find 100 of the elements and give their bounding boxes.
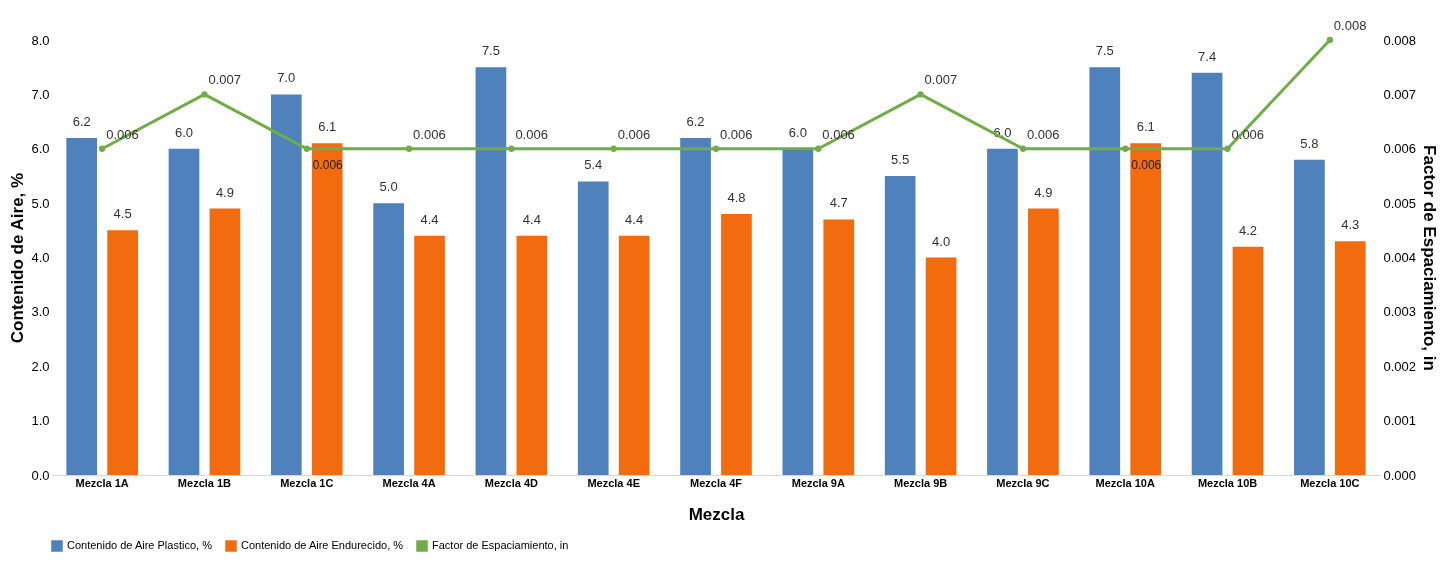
x-tick-label: Mezcla 4E	[587, 476, 640, 489]
legend-label: Factor de Espaciamiento, in	[432, 539, 569, 551]
x-tick-label: Mezcla 10A	[1095, 476, 1155, 489]
y-tick-label: 0.0	[31, 467, 50, 483]
bar	[1294, 159, 1325, 475]
point	[405, 145, 413, 152]
x-tick-label: Mezcla 4F	[690, 476, 743, 489]
point	[1224, 145, 1231, 152]
bar	[721, 214, 752, 475]
bar	[884, 175, 916, 475]
point	[610, 145, 617, 152]
x-tick-label: Mezcla 1B	[177, 476, 232, 489]
data-label: 7.0	[277, 70, 296, 86]
data-label: 4.9	[1034, 184, 1053, 200]
y-tick-label: 2.0	[31, 358, 50, 374]
data-label: 6.2	[686, 113, 705, 129]
x-tick-label: Mezcla 4D	[484, 476, 539, 489]
bar	[168, 148, 200, 475]
x-tick-label: Mezcla 10B	[1197, 476, 1258, 489]
data-label: 0.006	[515, 126, 548, 142]
point	[815, 145, 822, 152]
y2-tick-label: 0.000	[1383, 467, 1417, 483]
data-label: 4.4	[420, 211, 439, 227]
bar	[1028, 208, 1059, 475]
data-label: 6.1	[1136, 119, 1155, 135]
data-label: 6.1	[318, 119, 337, 135]
y-tick-label: 7.0	[31, 86, 50, 102]
point	[1019, 145, 1027, 152]
y-axis-title: Contenido de Aire, %	[8, 172, 28, 344]
y2-tick-label: 0.003	[1383, 304, 1417, 320]
data-label: 0.006	[312, 157, 344, 172]
y2-tick-label: 0.001	[1383, 413, 1417, 429]
y-tick-label: 4.0	[31, 250, 50, 265]
data-label: 4.2	[1238, 222, 1258, 238]
bar	[823, 219, 855, 475]
data-label: 5.5	[891, 151, 910, 167]
data-label: 0.007	[924, 72, 958, 88]
data-label: 0.006	[1131, 157, 1162, 172]
data-label: 7.4	[1198, 48, 1217, 64]
bar	[577, 181, 609, 475]
point	[201, 91, 208, 98]
point	[712, 145, 720, 152]
legend-label: Contenido de Aire Plastico, %	[67, 539, 213, 551]
y2-tick-label: 0.007	[1383, 86, 1417, 102]
y2-axis-title: Factor de Espaciamiento, in	[1420, 145, 1440, 371]
bar	[925, 257, 957, 475]
bar	[414, 235, 445, 475]
y2-tick-label: 0.002	[1383, 358, 1417, 374]
point	[303, 145, 310, 152]
data-label: 0.007	[208, 72, 242, 88]
x-tick-label: Mezcla 9B	[894, 476, 948, 489]
point	[917, 91, 924, 98]
legend-label: Contenido de Aire Endurecido, %	[241, 539, 404, 551]
bar	[311, 143, 343, 475]
y2-tick-label: 0.005	[1383, 195, 1417, 211]
data-label: 6.2	[72, 113, 91, 129]
data-label: 7.5	[481, 43, 500, 59]
bar	[516, 235, 548, 475]
point	[98, 145, 106, 152]
x-tick-label: Mezcla 9C	[996, 476, 1050, 489]
x-tick-label: Mezcla 1A	[75, 476, 129, 489]
data-label: 4.8	[727, 190, 746, 205]
bar	[782, 148, 814, 475]
point	[1326, 36, 1334, 44]
x-tick-label: Mezcla 4A	[382, 476, 436, 489]
bar	[107, 230, 138, 475]
bar	[209, 208, 241, 475]
x-tick-label: Mezcla 1C	[280, 476, 334, 489]
data-label: 0.006	[617, 126, 651, 142]
data-label: 6.0	[174, 124, 194, 140]
data-label: 0.006	[413, 126, 446, 142]
y2-tick-label: 0.006	[1383, 141, 1417, 157]
data-label: 4.4	[522, 211, 541, 227]
data-label: 4.9	[215, 184, 234, 200]
data-label: 7.5	[1095, 43, 1114, 59]
bar	[1232, 246, 1264, 475]
bar	[618, 235, 650, 475]
bar	[1089, 67, 1121, 475]
data-label: 5.8	[1300, 135, 1319, 151]
y-tick-label: 1.0	[31, 413, 50, 429]
bar	[66, 137, 98, 475]
y2-tick-label: 0.008	[1383, 32, 1417, 48]
bar	[1130, 143, 1162, 475]
data-label: 5.0	[379, 179, 398, 195]
point	[1122, 145, 1129, 152]
bar	[680, 137, 711, 475]
data-label: 0.006	[720, 126, 753, 142]
y-tick-label: 5.0	[31, 195, 50, 211]
bar	[1191, 72, 1223, 475]
y-tick-label: 3.0	[31, 304, 50, 320]
y2-tick-label: 0.004	[1383, 250, 1417, 265]
data-label: 6.0	[788, 124, 807, 140]
data-label: 4.7	[829, 195, 848, 211]
x-tick-label: Mezcla 10C	[1300, 476, 1360, 489]
bar	[475, 67, 507, 475]
point	[508, 145, 515, 152]
y-tick-label: 6.0	[31, 141, 50, 157]
bar	[987, 148, 1018, 475]
data-label: 5.4	[584, 157, 603, 173]
data-label: 4.0	[932, 233, 951, 249]
